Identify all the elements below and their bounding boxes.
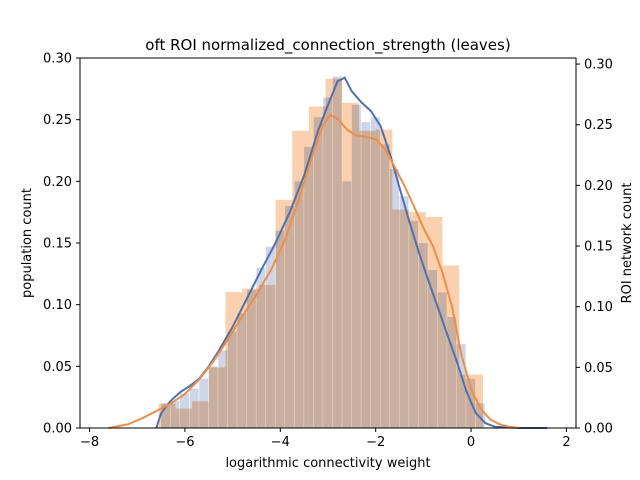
- x-axis: −8 −6 −4 −2 0 2: [80, 428, 571, 450]
- roi-kde-line: [108, 113, 519, 429]
- population-bar-24: [390, 169, 399, 428]
- population-bar-10: [256, 267, 266, 428]
- x-tick-label: −2: [366, 435, 385, 450]
- population-histogram: [161, 76, 485, 429]
- population-bar-25: [399, 196, 409, 428]
- x-axis-label: logarithmic connectivity weight: [225, 456, 430, 471]
- y-right-tick-label: 0.15: [584, 240, 613, 255]
- population-bar-27: [418, 243, 428, 428]
- x-tick-label: 0: [467, 435, 475, 450]
- population-bar-19: [342, 181, 352, 428]
- plot-area: [108, 76, 548, 429]
- population-bar-22: [370, 117, 380, 428]
- population-bar-31: [456, 344, 466, 428]
- population-bar-33: [475, 403, 485, 428]
- population-bar-8: [237, 313, 247, 428]
- y-left-tick-label: 0.25: [43, 113, 72, 128]
- population-bar-29: [437, 292, 447, 428]
- y-axis-right-label: ROI network count: [620, 183, 635, 304]
- population-bar-18: [332, 76, 342, 428]
- y-axis-left-label: population count: [20, 188, 35, 298]
- y-right-tick-label: 0.25: [584, 118, 613, 133]
- population-bar-4: [199, 378, 209, 428]
- population-bar-23: [380, 144, 390, 429]
- y-left-tick-label: 0.15: [43, 237, 72, 252]
- population-bar-21: [361, 122, 371, 428]
- roi-bar-19: [475, 374, 483, 428]
- population-bar-14: [294, 181, 304, 428]
- x-tick-label: −8: [80, 435, 99, 450]
- population-bar-3: [189, 388, 199, 428]
- population-bar-16: [313, 117, 323, 428]
- population-bar-13: [285, 206, 295, 428]
- x-tick-label: −4: [271, 435, 290, 450]
- y-right-tick-label: 0.10: [584, 300, 613, 315]
- population-bar-30: [447, 317, 457, 428]
- population-bar-9: [246, 289, 256, 428]
- population-bar-1: [170, 400, 180, 428]
- population-bar-17: [323, 97, 333, 428]
- y-right-tick-label: 0.00: [584, 422, 613, 437]
- y-right-tick-label: 0.20: [584, 179, 613, 194]
- x-tick-label: 2: [562, 435, 570, 450]
- population-bar-12: [275, 230, 285, 428]
- population-bar-7: [227, 331, 237, 428]
- y-left-tick-label: 0.20: [43, 175, 72, 190]
- y-right-tick-label: 0.30: [584, 58, 613, 73]
- y-left-tick-label: 0.30: [43, 52, 72, 67]
- chart-title: oft ROI normalized_connection_strength (…: [145, 36, 510, 55]
- y-left-tick-label: 0.00: [43, 422, 72, 437]
- population-bar-20: [351, 104, 361, 428]
- population-bar-26: [409, 220, 419, 428]
- population-bar-28: [428, 270, 438, 428]
- population-bar-2: [180, 393, 190, 428]
- y-left-tick-label: 0.10: [43, 298, 72, 313]
- y-left-tick-label: 0.05: [43, 360, 72, 375]
- y-axis-left: 0.00 0.05 0.10 0.15 0.20 0.25 0.30: [43, 52, 80, 437]
- population-bar-11: [266, 246, 275, 428]
- x-tick-label: −6: [175, 435, 194, 450]
- population-bar-5: [208, 366, 218, 428]
- population-bar-6: [218, 350, 228, 428]
- population-bar-15: [304, 146, 314, 429]
- population-bar-0: [161, 403, 171, 428]
- y-axis-right: 0.00 0.05 0.10 0.15 0.20 0.25 0.30: [576, 58, 613, 437]
- y-right-tick-label: 0.05: [584, 361, 613, 376]
